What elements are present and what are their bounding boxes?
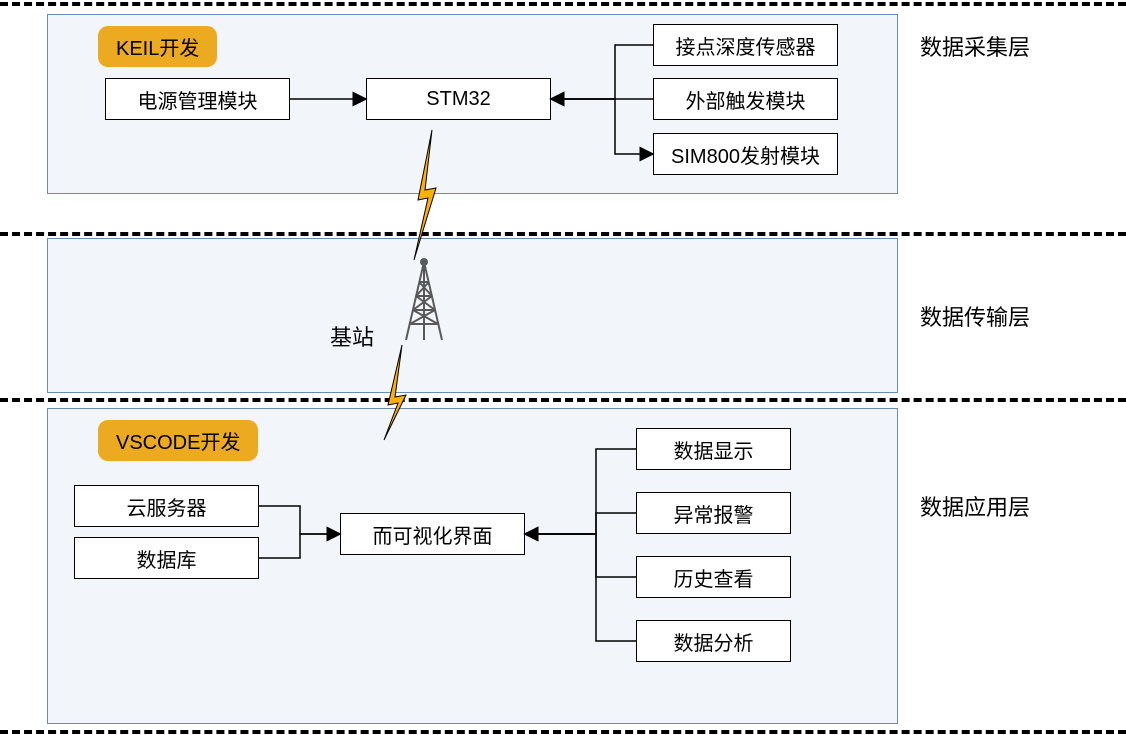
node-power: 电源管理模块 [105,78,290,120]
node-alarm: 异常报警 [636,492,791,534]
node-db: 数据库 [74,537,259,579]
badge-keil: KEIL开发 [98,26,217,67]
node-history: 历史查看 [636,556,791,598]
node-display: 数据显示 [636,428,791,470]
base-station-label: 基站 [330,320,374,352]
layer-label-app: 数据应用层 [920,490,1030,522]
dashed-line-1 [0,2,1126,6]
dashed-line-2 [0,232,1126,236]
node-stm32: STM32 [366,78,551,120]
node-sim800: SIM800发射模块 [653,133,838,175]
node-trigger: 外部触发模块 [653,78,838,120]
dashed-line-4 [0,730,1126,734]
node-cloud: 云服务器 [74,485,259,527]
dashed-line-3 [0,398,1126,402]
layer-label-transport: 数据传输层 [920,300,1030,332]
badge-vscode: VSCODE开发 [98,420,258,461]
node-sensor: 接点深度传感器 [653,24,838,66]
layer-label-collect: 数据采集层 [920,30,1030,62]
panel-transport [47,238,898,393]
node-ui: 而可视化界面 [340,513,525,555]
node-analysis: 数据分析 [636,620,791,662]
